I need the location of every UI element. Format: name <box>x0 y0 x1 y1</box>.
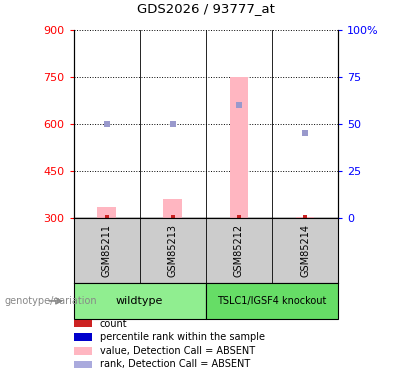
Bar <box>74 320 92 327</box>
Bar <box>74 283 206 319</box>
Text: percentile rank within the sample: percentile rank within the sample <box>100 332 265 342</box>
Text: count: count <box>100 319 127 328</box>
Text: TSLC1/IGSF4 knockout: TSLC1/IGSF4 knockout <box>217 296 327 306</box>
Text: rank, Detection Call = ABSENT: rank, Detection Call = ABSENT <box>100 360 250 369</box>
Text: wildtype: wildtype <box>116 296 163 306</box>
Bar <box>206 283 338 319</box>
Text: GSM85212: GSM85212 <box>234 224 244 277</box>
Text: GSM85213: GSM85213 <box>168 224 178 277</box>
Text: GDS2026 / 93777_at: GDS2026 / 93777_at <box>137 2 275 15</box>
Text: value, Detection Call = ABSENT: value, Detection Call = ABSENT <box>100 346 255 356</box>
Text: genotype/variation: genotype/variation <box>4 296 97 306</box>
Bar <box>74 347 92 355</box>
Bar <box>163 199 182 217</box>
Bar <box>74 361 92 368</box>
Bar <box>74 333 92 341</box>
Text: GSM85214: GSM85214 <box>300 224 310 277</box>
Text: GSM85211: GSM85211 <box>102 224 112 277</box>
Bar <box>230 77 248 218</box>
Bar <box>97 207 116 218</box>
